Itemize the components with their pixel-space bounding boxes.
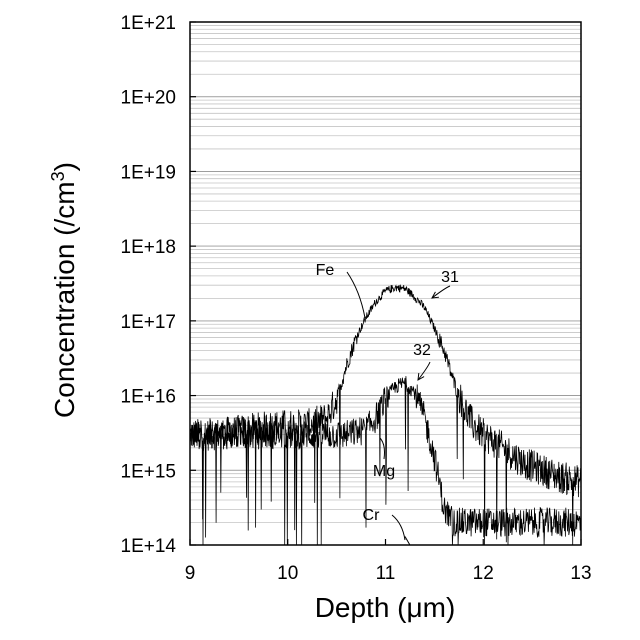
series-layer (190, 285, 581, 545)
series-cr-line (405, 537, 410, 546)
y-tick-label: 1E+14 (121, 536, 177, 557)
y-tick-label: 1E+21 (121, 13, 176, 34)
y-tick-label: 1E+17 (121, 312, 176, 333)
x-tick-label: 9 (185, 563, 196, 584)
y-tick-label: 1E+15 (121, 461, 176, 482)
y-tick-label: 1E+16 (121, 387, 176, 408)
annotation-label: 32 (413, 342, 431, 359)
annotation-leader (418, 362, 430, 380)
y-axis-title-superscript: 3 (48, 171, 68, 181)
annotation-label: Fe (316, 262, 335, 279)
annotation-leader (392, 515, 405, 540)
series-mg-line (190, 376, 581, 545)
annotation-label: Cr (363, 507, 381, 524)
annotation-leader (380, 438, 385, 459)
y-axis-title: Concentration (/cm3) (48, 162, 80, 418)
annotation-label: Mg (373, 463, 395, 480)
concentration-depth-chart: 9 10 11 12 13 1E+14 1E+15 1E+16 1E+17 1E+18 1E+19 1… (0, 0, 640, 640)
y-tick-label: 1E+20 (121, 88, 176, 109)
annotation-leader (347, 272, 365, 318)
x-tick-label: 13 (570, 563, 591, 584)
x-axis-title: Depth (μm) (315, 592, 456, 623)
y-axis-title-main: Concentration (/cm (49, 181, 80, 418)
y-axis-title-close: ) (49, 162, 80, 171)
y-tick-label: 1E+18 (121, 237, 176, 258)
annotation-label: 31 (441, 269, 459, 286)
y-tick-label: 1E+19 (121, 162, 176, 183)
x-tick-label: 11 (376, 563, 396, 584)
x-tick-label: 10 (277, 563, 298, 584)
x-tick-label: 12 (473, 563, 494, 584)
annotation-leader (432, 286, 450, 298)
